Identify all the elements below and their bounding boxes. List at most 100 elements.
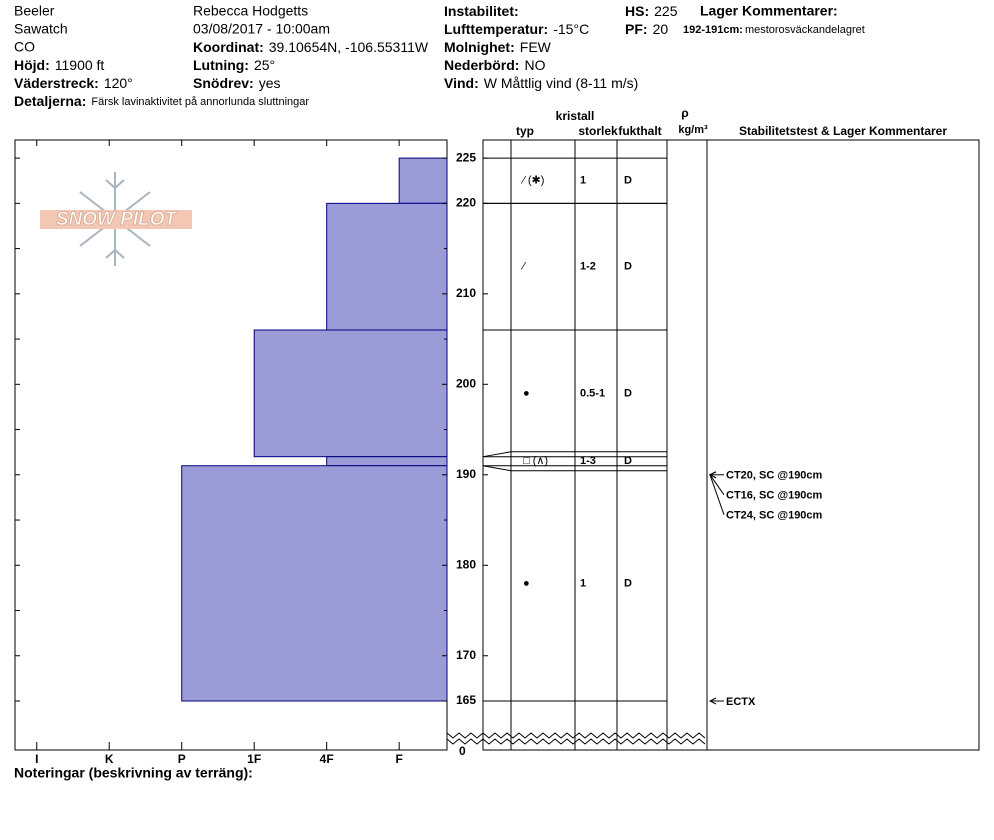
col-header: storlek xyxy=(578,124,618,138)
header-field: Koordinat: 39.10654N, -106.55311W xyxy=(193,39,429,55)
grain-type: ⁄ xyxy=(520,261,527,273)
header-value: 03/08/2017 - 10:00am xyxy=(193,21,330,37)
x-tick-label: P xyxy=(178,752,186,766)
grain-size: 0.5-1 xyxy=(580,387,605,399)
moisture: D xyxy=(624,261,632,273)
y-tick-label: 180 xyxy=(456,557,476,571)
header-label: PF: xyxy=(625,21,648,37)
grain-type: ● xyxy=(523,387,530,399)
header-field: PF: 20 xyxy=(625,21,668,37)
header-field: Snödrev: yes xyxy=(193,75,280,91)
axis-break xyxy=(446,738,484,745)
table-frame xyxy=(482,139,980,751)
hardness-bar xyxy=(253,329,448,458)
col-header: Stabilitetstest & Lager Kommentarer xyxy=(739,124,947,138)
y-tick-label: 220 xyxy=(456,196,476,210)
y-tick-label: 165 xyxy=(456,693,476,707)
y-tick-label: 200 xyxy=(456,376,476,390)
header-label: Lutning: xyxy=(193,57,249,73)
stability-test: ECTX xyxy=(726,696,756,708)
logo-band xyxy=(40,210,192,229)
axis-break xyxy=(446,732,484,739)
grain-size: 1 xyxy=(580,175,586,187)
y-tick-label: 170 xyxy=(456,648,476,662)
header-field: Molnighet: FEW xyxy=(444,39,552,55)
grain-type: ⁄ (✱) xyxy=(520,175,544,187)
x-tick-label: I xyxy=(35,752,38,766)
header-label: Instabilitet: xyxy=(444,3,519,19)
axis-break xyxy=(482,738,706,745)
header-label: HS: xyxy=(625,3,649,19)
header-label: Molnighet: xyxy=(444,39,515,55)
col-header: kristall xyxy=(556,109,595,123)
layer-boundary xyxy=(482,451,667,458)
col-header: ρ xyxy=(681,106,688,120)
header-label: Nederbörd: xyxy=(444,57,519,73)
header-label: Detaljerna: xyxy=(14,93,86,109)
header-value: FEW xyxy=(520,39,552,55)
col-header: typ xyxy=(516,124,534,138)
header-value: CO xyxy=(14,39,35,55)
header-label: Lufttemperatur: xyxy=(444,21,548,37)
header-field: Detaljerna: Färsk lavinaktivitet på annor… xyxy=(14,93,309,109)
header-field: HS: 225 xyxy=(625,3,678,19)
stability-test: CT24, SC @190cm xyxy=(726,510,823,522)
header-value: W Måttlig vind (8-11 m/s) xyxy=(484,75,639,91)
header-label: Snödrev: xyxy=(193,75,254,91)
stability-test: CT16, SC @190cm xyxy=(726,490,823,502)
hardness-bar xyxy=(326,456,448,467)
header-label: Vind: xyxy=(444,75,479,91)
layer-comments-title: Lager Kommentarer: xyxy=(700,3,838,19)
header-field: Lutning: 25° xyxy=(193,57,275,73)
grain-type: □ (∧) xyxy=(523,455,548,467)
header-field: Instabilitet: xyxy=(444,3,519,19)
header-value: 225 xyxy=(654,3,678,19)
grain-type: ● xyxy=(523,577,530,589)
header-value: 25° xyxy=(254,57,275,73)
grain-size: 1-2 xyxy=(580,261,596,273)
header-value: Beeler xyxy=(14,3,55,19)
header-field: Nederbörd: NO xyxy=(444,57,546,73)
layer-boundary xyxy=(482,465,667,472)
moisture: D xyxy=(624,577,632,589)
x-tick-label: F xyxy=(395,752,402,766)
header-field: Väderstreck: 120° xyxy=(14,75,133,91)
axis-break xyxy=(482,732,706,739)
arrow-head xyxy=(708,471,717,479)
col-header: fukthalt xyxy=(618,124,661,138)
y-tick-label: 210 xyxy=(456,286,476,300)
header-value: NO xyxy=(524,57,545,73)
header-value: 120° xyxy=(104,75,133,91)
header-value: 20 xyxy=(653,21,669,37)
moisture: D xyxy=(624,455,632,467)
col-header: kg/m³ xyxy=(678,124,708,136)
hardness-bar xyxy=(398,157,448,204)
footer: Noteringar (beskrivning av terräng): xyxy=(14,765,253,781)
header-value: -15°C xyxy=(553,21,589,37)
header-label: Höjd: xyxy=(14,57,50,73)
header-field: Lufttemperatur: -15°C xyxy=(444,21,589,37)
x-tick-label: 1F xyxy=(247,752,261,766)
grain-size: 1-3 xyxy=(580,455,596,467)
y-tick-label: 190 xyxy=(456,467,476,481)
header-value: 39.10654N, -106.55311W xyxy=(269,39,429,55)
header-field: Höjd: 11900 ft xyxy=(14,57,104,73)
test-arrow xyxy=(709,474,725,515)
stability-test: CT20, SC @190cm xyxy=(726,470,823,482)
x-tick-label: K xyxy=(105,752,114,766)
y-tick-label: 225 xyxy=(456,150,476,164)
x-tick-label: 4F xyxy=(320,752,334,766)
moisture: D xyxy=(624,175,632,187)
hardness-bar xyxy=(326,202,448,331)
layer-comment-label: 192-191cm: xyxy=(683,24,743,36)
layer-comment-value: mestorosväckandelagret xyxy=(745,24,865,36)
grain-size: 1 xyxy=(580,577,586,589)
moisture: D xyxy=(624,387,632,399)
layer-comment: 192-191cm: mestorosväckandelagret xyxy=(683,24,865,36)
logo-text: SNOW PILOT xyxy=(56,209,178,230)
header-label: Koordinat: xyxy=(193,39,264,55)
header-label: Väderstreck: xyxy=(14,75,99,91)
header-value: yes xyxy=(259,75,281,91)
